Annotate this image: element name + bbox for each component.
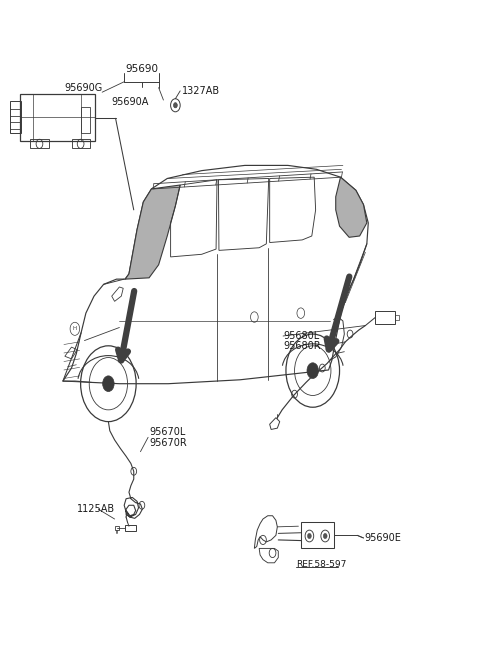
Text: 95670R: 95670R [149,438,187,448]
Text: 95690A: 95690A [112,97,149,107]
Circle shape [323,533,327,538]
Bar [81,107,90,133]
Bar [30,140,48,149]
Text: 95680L: 95680L [283,331,319,341]
Text: 95690G: 95690G [64,83,103,92]
Bar [375,311,395,324]
Text: H: H [73,326,77,331]
Polygon shape [336,177,367,237]
Circle shape [308,533,312,538]
Bar [10,102,21,133]
Text: 95670L: 95670L [149,427,185,437]
Text: REF.58-597: REF.58-597 [296,559,347,569]
Bar [125,525,136,531]
Text: 95690E: 95690E [364,533,401,543]
Polygon shape [125,185,180,279]
Bar [20,94,96,141]
Bar [115,526,120,530]
Circle shape [103,376,114,392]
Text: 95680R: 95680R [283,341,321,352]
Text: 1125AB: 1125AB [77,504,115,514]
Bar [72,140,90,149]
Circle shape [173,103,177,108]
Text: 95690: 95690 [125,64,158,73]
Bar [395,315,399,320]
Circle shape [307,363,319,379]
Bar [301,522,334,548]
Text: 1327AB: 1327AB [181,86,220,96]
